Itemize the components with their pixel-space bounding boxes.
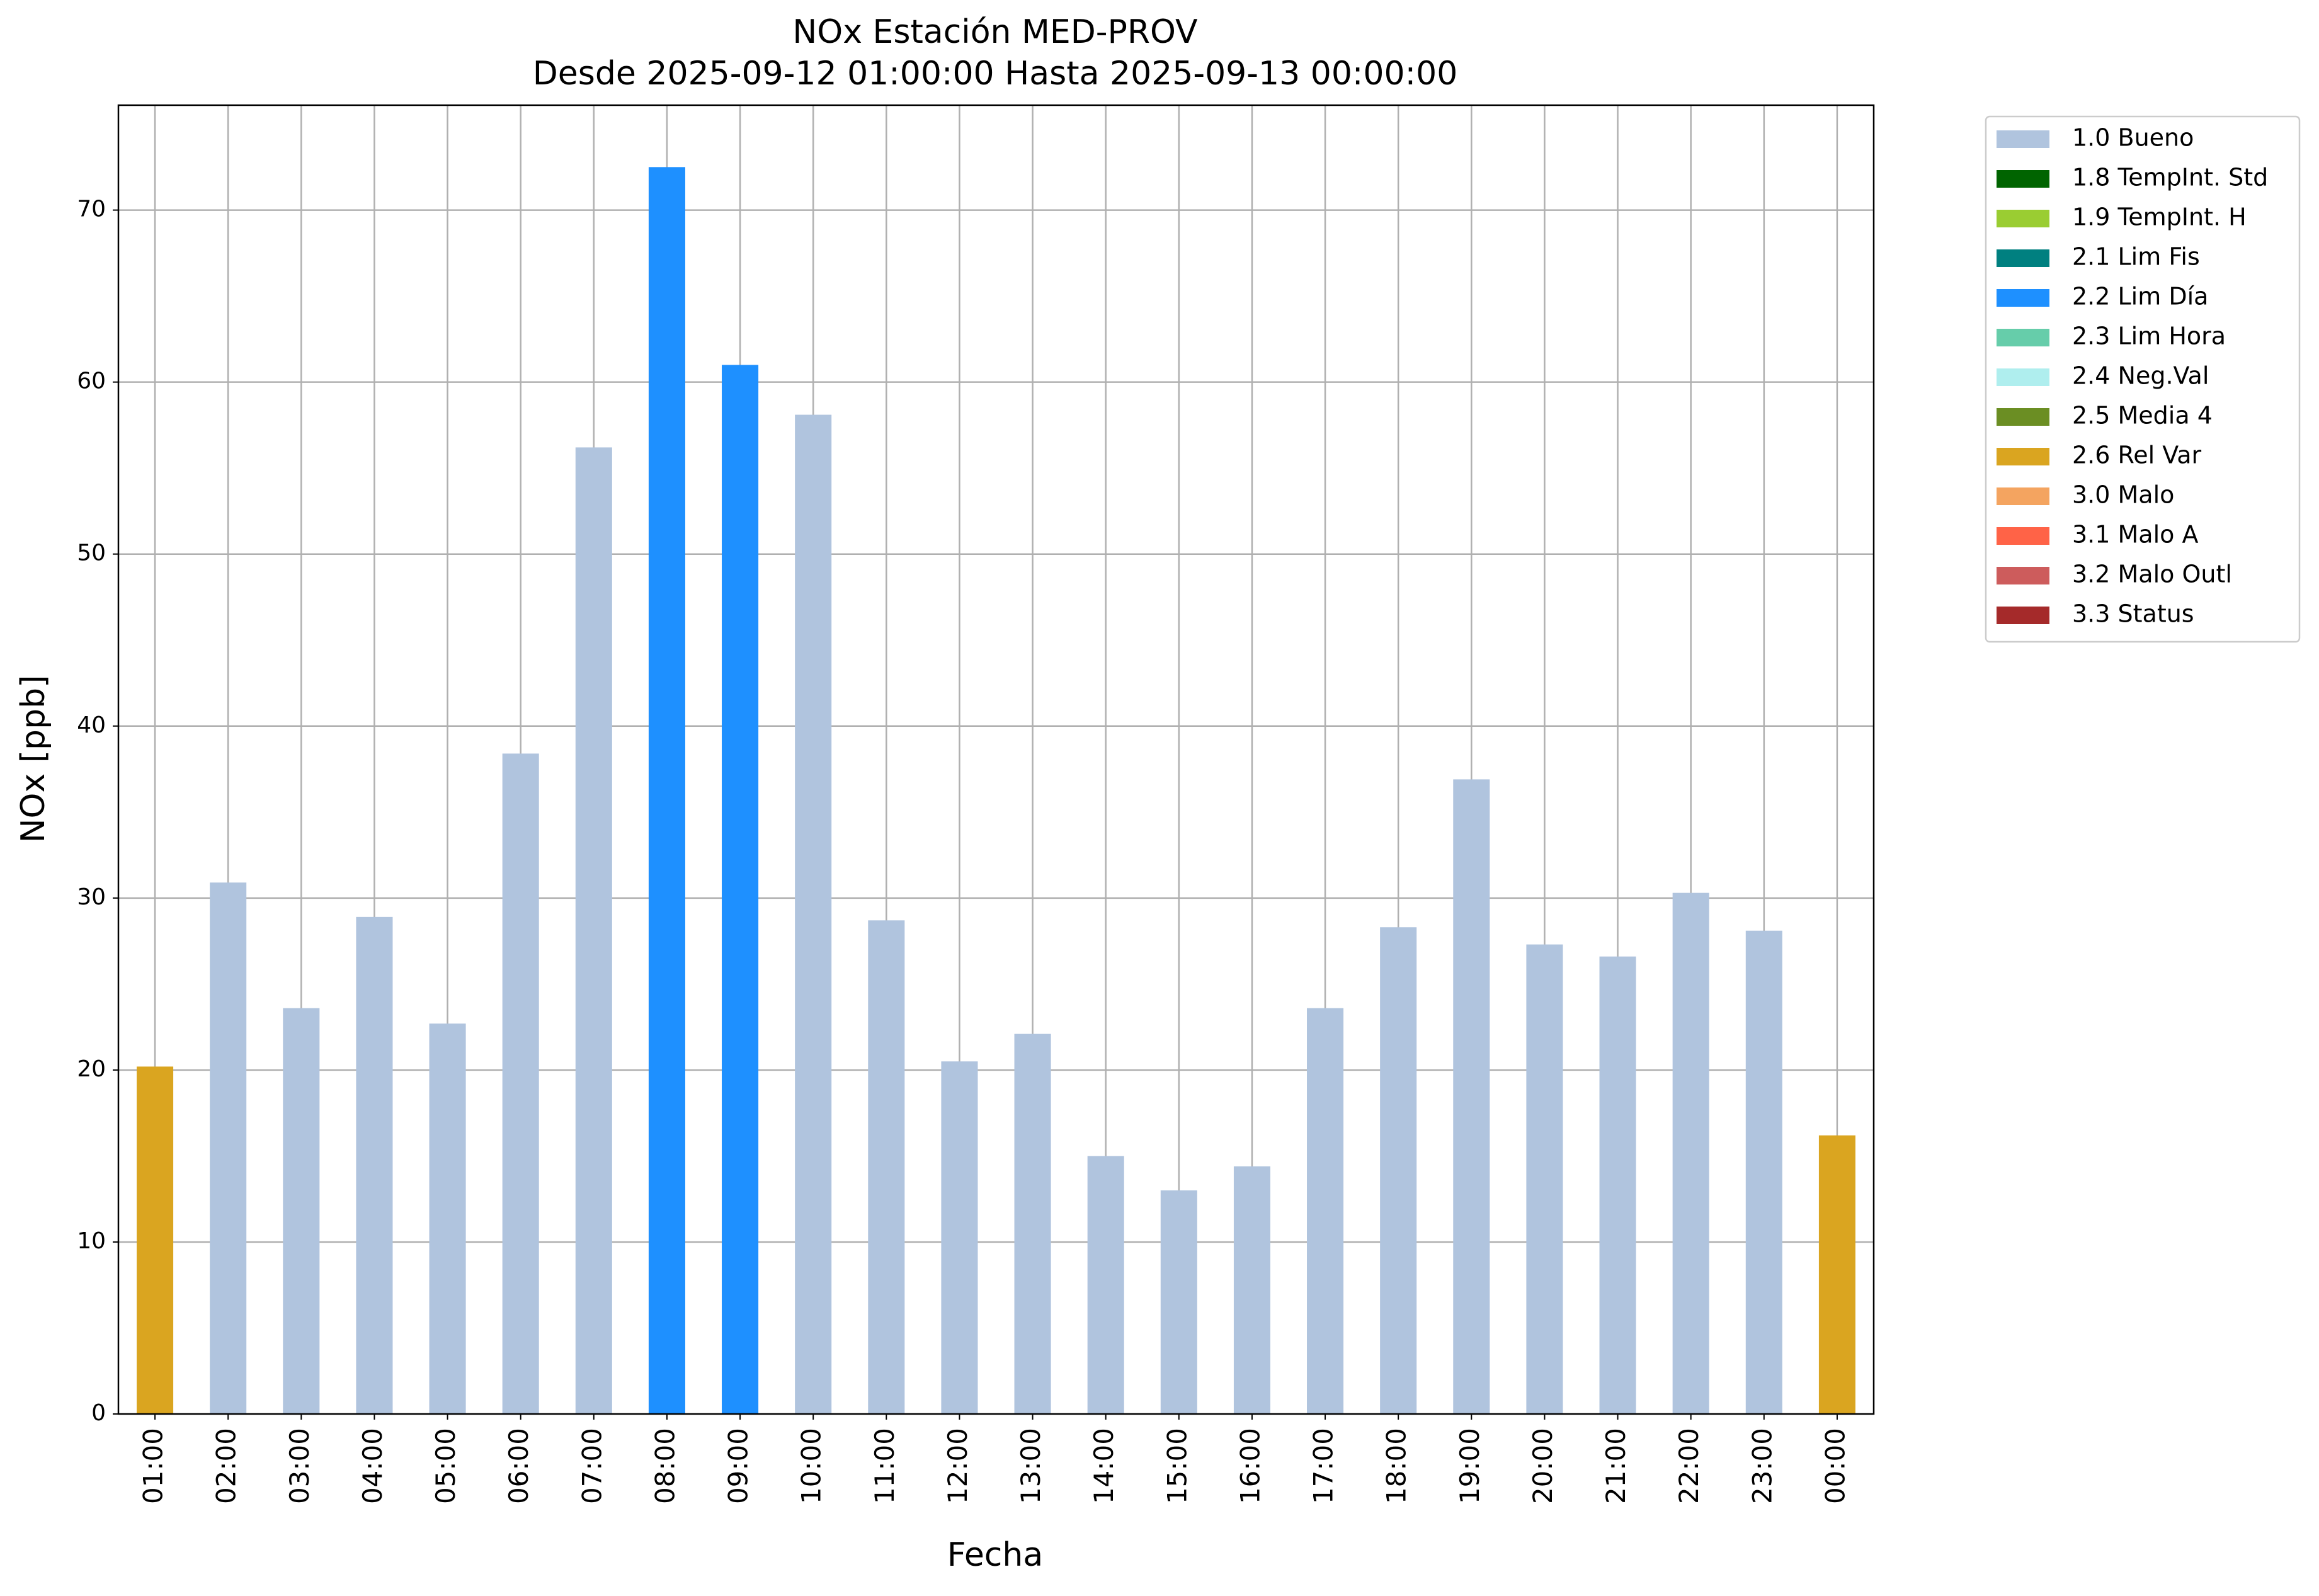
y-tick-label: 20 bbox=[77, 1056, 106, 1082]
legend-label: 3.3 Status bbox=[2072, 600, 2194, 628]
chart-subtitle: Desde 2025-09-12 01:00:00 Hasta 2025-09-… bbox=[533, 55, 1458, 93]
legend-box bbox=[1985, 115, 2301, 643]
legend-swatch bbox=[1997, 487, 2049, 505]
legend-swatch bbox=[1997, 607, 2049, 624]
x-tick-label: 17:00 bbox=[1308, 1428, 1339, 1504]
bar bbox=[1014, 1034, 1051, 1414]
x-tick-label: 06:00 bbox=[503, 1428, 534, 1504]
x-tick-label: 09:00 bbox=[723, 1428, 754, 1504]
bar bbox=[502, 753, 539, 1414]
y-tick-label: 40 bbox=[77, 712, 106, 738]
y-tick-label: 70 bbox=[77, 197, 106, 222]
y-tick-label: 30 bbox=[77, 884, 106, 910]
x-tick-label: 20:00 bbox=[1527, 1428, 1558, 1504]
legend-swatch bbox=[1997, 170, 2049, 188]
bar bbox=[648, 167, 685, 1414]
bar bbox=[868, 920, 905, 1414]
x-tick-label: 04:00 bbox=[357, 1428, 388, 1504]
bar bbox=[356, 916, 393, 1414]
legend-swatch bbox=[1997, 368, 2049, 386]
x-tick-label: 03:00 bbox=[284, 1428, 315, 1504]
x-tick-label: 22:00 bbox=[1673, 1428, 1704, 1504]
legend-label: 3.2 Malo Outl bbox=[2072, 561, 2232, 588]
bar bbox=[1087, 1156, 1124, 1414]
y-tick-label: 10 bbox=[77, 1228, 106, 1254]
x-tick-label: 16:00 bbox=[1234, 1428, 1265, 1504]
bar bbox=[941, 1061, 978, 1414]
bar bbox=[722, 365, 759, 1414]
x-tick-label: 00:00 bbox=[1820, 1428, 1850, 1504]
legend-label: 2.3 Lim Hora bbox=[2072, 322, 2226, 350]
x-tick-label: 19:00 bbox=[1454, 1428, 1485, 1504]
legend-swatch bbox=[1997, 249, 2049, 267]
y-tick-label: 60 bbox=[77, 368, 106, 394]
legend-label: 2.5 Media 4 bbox=[2072, 402, 2213, 430]
legend-swatch bbox=[1997, 210, 2049, 227]
legend-label: 2.6 Rel Var bbox=[2072, 442, 2202, 469]
bar bbox=[1380, 927, 1417, 1414]
y-tick-label: 0 bbox=[91, 1400, 106, 1426]
bar bbox=[1526, 944, 1563, 1414]
x-tick-label: 23:00 bbox=[1746, 1428, 1777, 1504]
bar bbox=[1599, 956, 1636, 1414]
x-tick-label: 07:00 bbox=[576, 1428, 607, 1504]
x-tick-label: 13:00 bbox=[1015, 1428, 1046, 1504]
bar bbox=[283, 1008, 320, 1414]
bar bbox=[137, 1066, 174, 1414]
legend-swatch bbox=[1997, 289, 2049, 307]
legend-label: 1.8 TempInt. Std bbox=[2072, 164, 2268, 191]
x-tick-label: 05:00 bbox=[430, 1428, 461, 1504]
legend-label: 1.9 TempInt. H bbox=[2072, 203, 2247, 231]
x-tick-label: 10:00 bbox=[796, 1428, 827, 1504]
bar bbox=[1453, 779, 1490, 1414]
bar bbox=[1307, 1008, 1344, 1414]
x-axis-label: Fecha bbox=[947, 1536, 1043, 1574]
y-tick-label: 50 bbox=[77, 540, 106, 566]
x-tick-label: 18:00 bbox=[1381, 1428, 1412, 1504]
bar bbox=[1160, 1190, 1197, 1414]
bar bbox=[575, 447, 612, 1415]
legend-label: 3.0 Malo bbox=[2072, 481, 2174, 509]
legend-label: 1.0 Bueno bbox=[2072, 124, 2194, 152]
bar bbox=[1672, 892, 1709, 1414]
bar bbox=[1745, 930, 1782, 1414]
legend-label: 2.2 Lim Día bbox=[2072, 283, 2208, 311]
x-tick-label: 15:00 bbox=[1161, 1428, 1192, 1504]
chart-title: NOx Estación MED-PROV bbox=[792, 13, 1198, 51]
legend-swatch bbox=[1997, 408, 2049, 426]
bar bbox=[210, 882, 247, 1414]
legend-swatch bbox=[1997, 527, 2049, 545]
bar bbox=[795, 414, 832, 1414]
legend-label: 2.4 Neg.Val bbox=[2072, 362, 2209, 390]
y-axis-label: NOx [ppb] bbox=[14, 675, 52, 843]
legend-swatch bbox=[1997, 448, 2049, 465]
legend-label: 2.1 Lim Fis bbox=[2072, 243, 2200, 271]
x-tick-label: 02:00 bbox=[211, 1428, 242, 1504]
legend-swatch bbox=[1997, 567, 2049, 584]
legend-swatch bbox=[1997, 329, 2049, 346]
x-tick-label: 08:00 bbox=[649, 1428, 680, 1504]
x-tick-label: 21:00 bbox=[1600, 1428, 1631, 1504]
x-tick-label: 12:00 bbox=[942, 1428, 973, 1504]
legend-label: 3.1 Malo A bbox=[2072, 521, 2198, 549]
bar bbox=[1818, 1135, 1855, 1414]
legend-swatch bbox=[1997, 130, 2049, 148]
bar bbox=[429, 1023, 466, 1414]
x-tick-label: 14:00 bbox=[1088, 1428, 1119, 1504]
x-tick-label: 11:00 bbox=[869, 1428, 900, 1504]
x-tick-label: 01:00 bbox=[138, 1428, 169, 1504]
bar bbox=[1233, 1166, 1270, 1414]
plot-frame bbox=[117, 104, 1875, 1415]
